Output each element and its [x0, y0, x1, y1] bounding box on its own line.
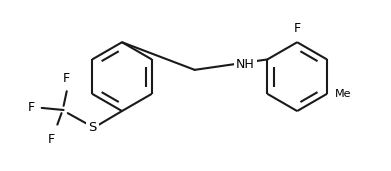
Text: S: S [89, 121, 97, 134]
Text: Me: Me [335, 89, 352, 99]
Text: F: F [27, 101, 34, 114]
Text: NH: NH [236, 58, 255, 71]
Text: F: F [294, 22, 301, 35]
Text: F: F [48, 133, 55, 146]
Text: F: F [63, 72, 70, 85]
